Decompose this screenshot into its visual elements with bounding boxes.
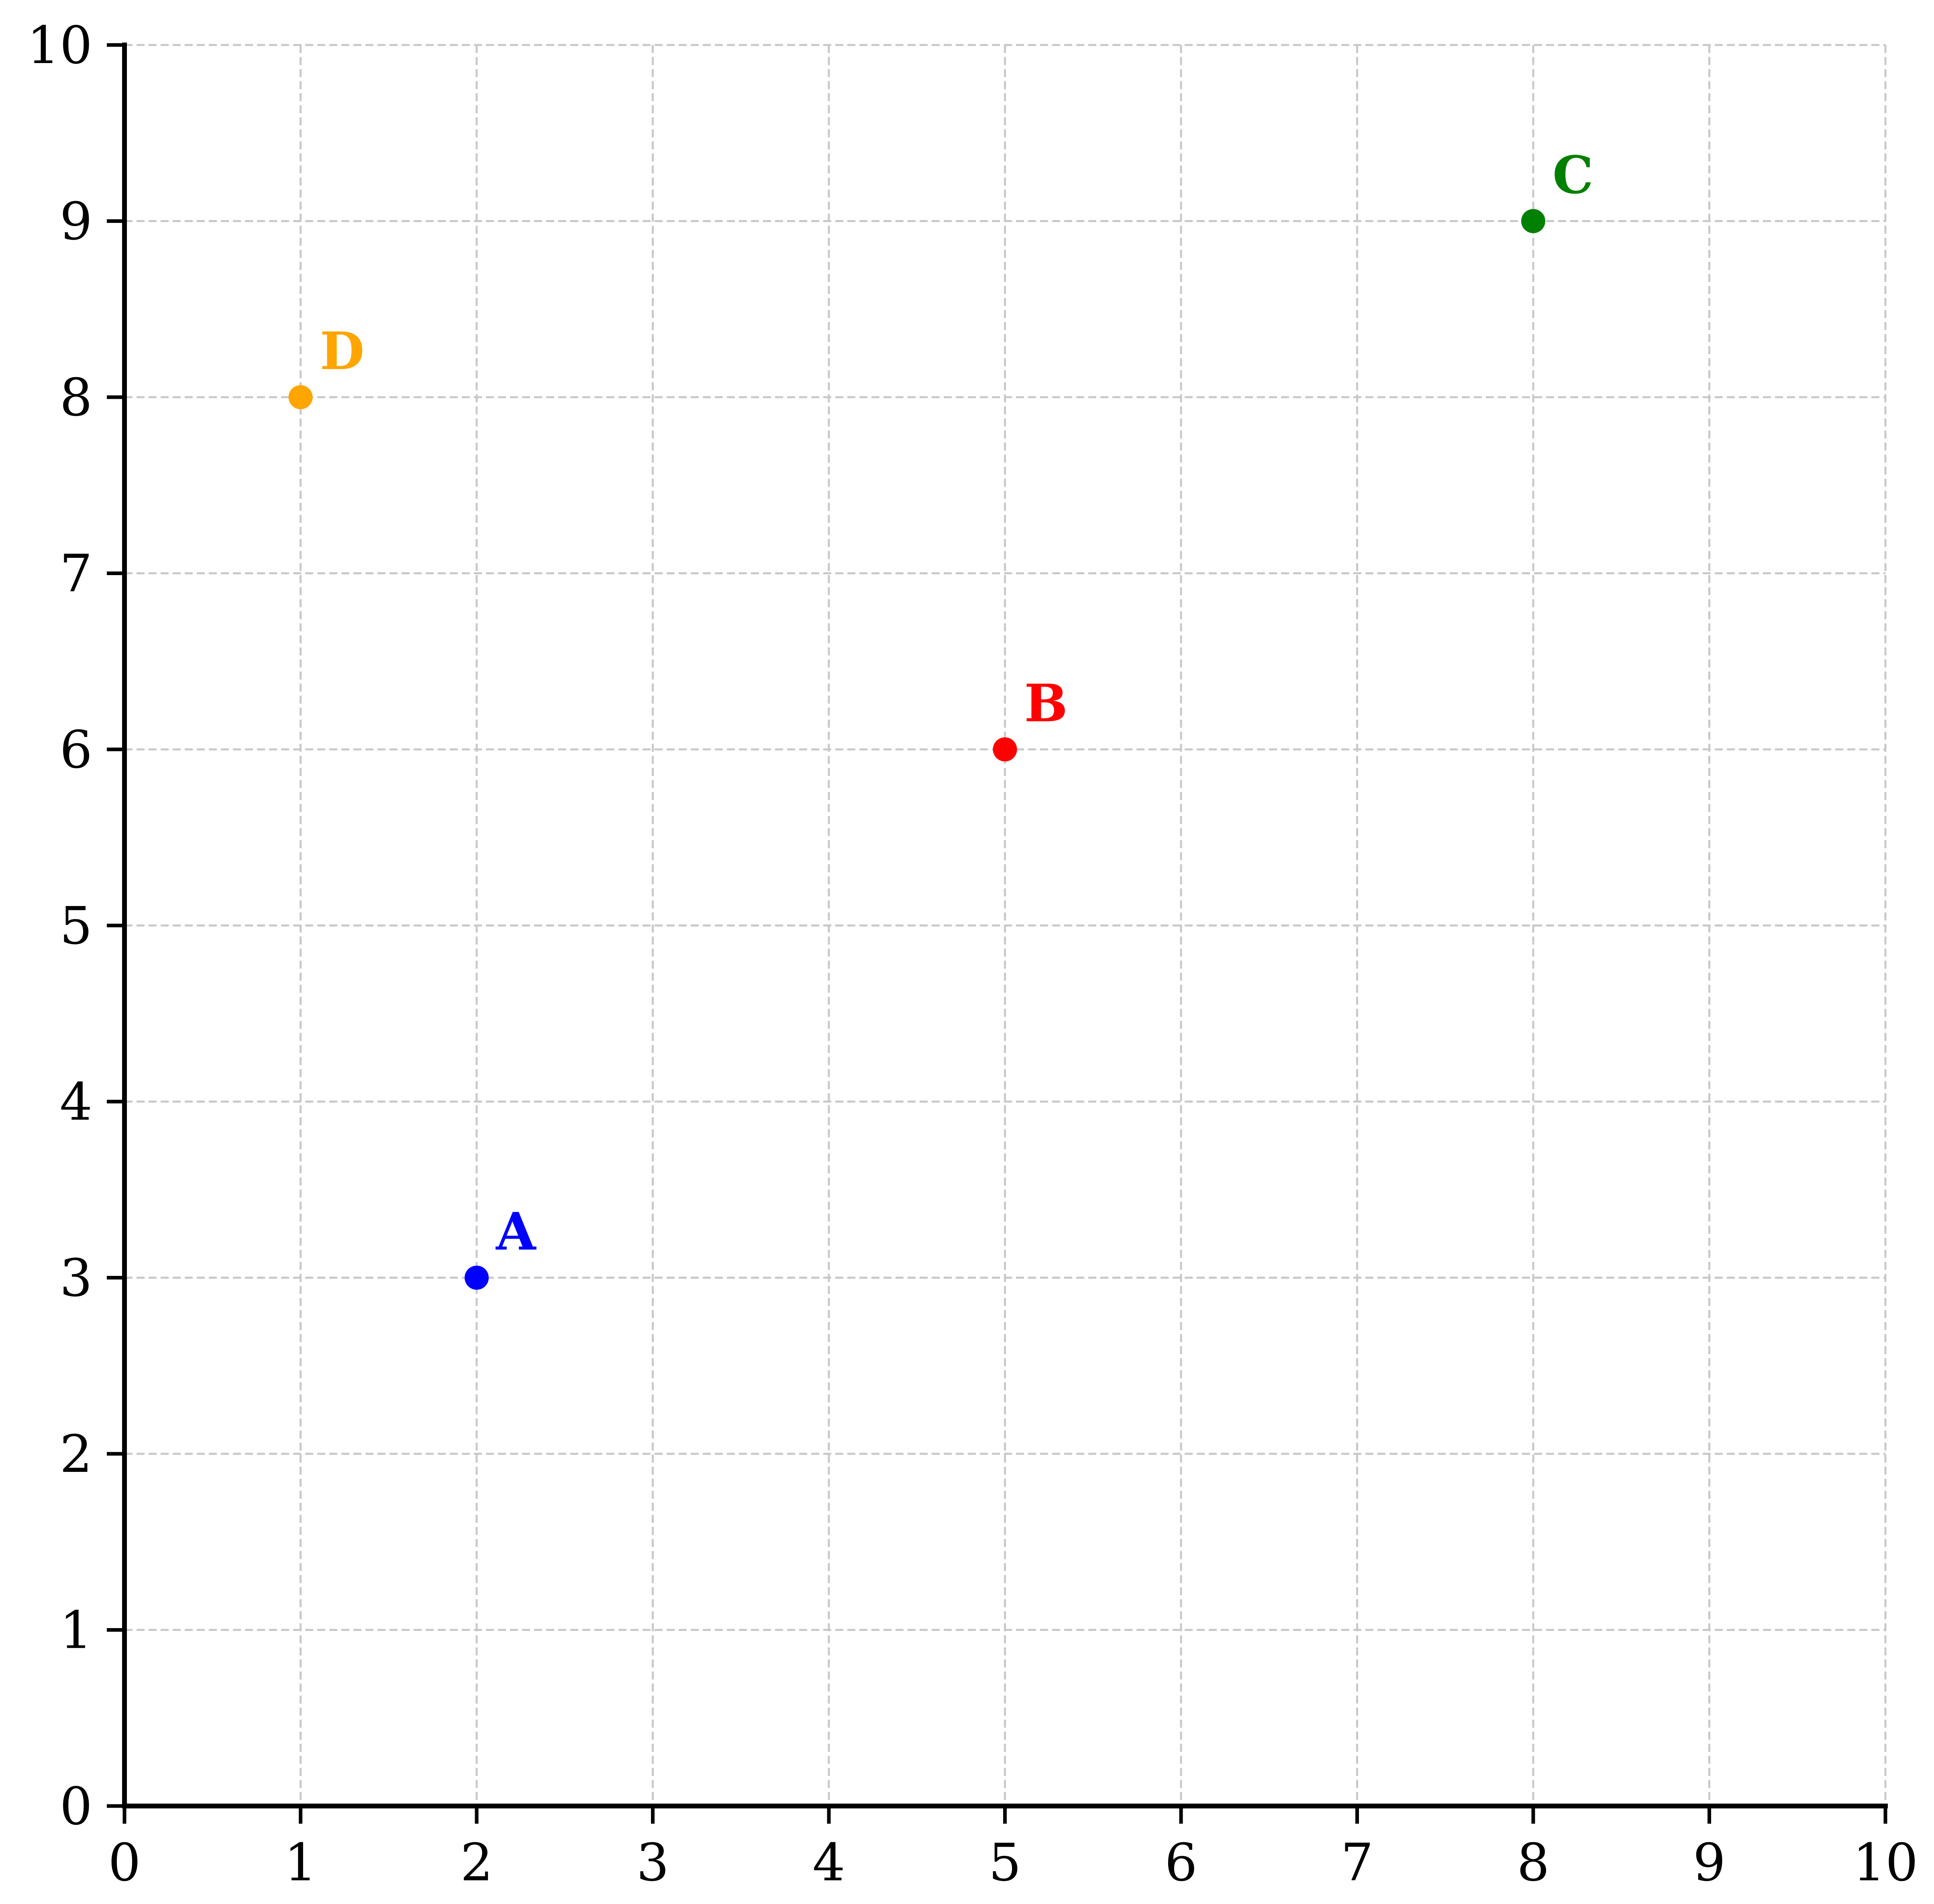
ticks: 0 1 2 3 4 5 6 7 8 9 10 0 1 2 3 4 5 6 7 8 9 10 xyxy=(27,16,1918,1893)
data-point-label-d: D xyxy=(320,321,365,382)
y-tick-label-7: 7 xyxy=(60,544,92,604)
data-point-label-a: A xyxy=(496,1202,537,1262)
x-tick-label-2: 2 xyxy=(460,1833,493,1893)
x-tick-label-0: 0 xyxy=(108,1833,141,1893)
data-point-label-c: C xyxy=(1553,145,1593,206)
y-tick-label-3: 3 xyxy=(60,1249,92,1308)
x-tick-label-8: 8 xyxy=(1517,1833,1549,1893)
x-tick-label-10: 10 xyxy=(1853,1833,1918,1893)
x-tick-label-6: 6 xyxy=(1165,1833,1197,1893)
y-tick-label-9: 9 xyxy=(60,192,92,252)
data-point-a xyxy=(465,1265,489,1290)
data-points: A B C D xyxy=(288,145,1593,1290)
y-tick-label-8: 8 xyxy=(60,368,92,428)
data-point-label-b: B xyxy=(1024,673,1068,734)
x-tick-label-4: 4 xyxy=(812,1833,845,1893)
y-tick-label-6: 6 xyxy=(60,720,92,780)
data-point-c xyxy=(1521,209,1545,233)
y-tick-label-10: 10 xyxy=(27,16,92,76)
grid xyxy=(124,44,1887,1806)
x-tick-label-5: 5 xyxy=(989,1833,1021,1893)
data-point-b xyxy=(993,737,1017,761)
x-tick-label-3: 3 xyxy=(637,1833,669,1893)
y-tick-label-1: 1 xyxy=(60,1601,92,1661)
y-tick-label-2: 2 xyxy=(60,1424,92,1484)
data-point-d xyxy=(288,385,313,409)
x-tick-label-1: 1 xyxy=(284,1833,317,1893)
x-tick-label-7: 7 xyxy=(1341,1833,1373,1893)
y-tick-label-4: 4 xyxy=(60,1072,92,1132)
y-tick-label-0: 0 xyxy=(60,1777,92,1837)
y-tick-label-5: 5 xyxy=(60,896,92,956)
x-tick-label-9: 9 xyxy=(1693,1833,1726,1893)
